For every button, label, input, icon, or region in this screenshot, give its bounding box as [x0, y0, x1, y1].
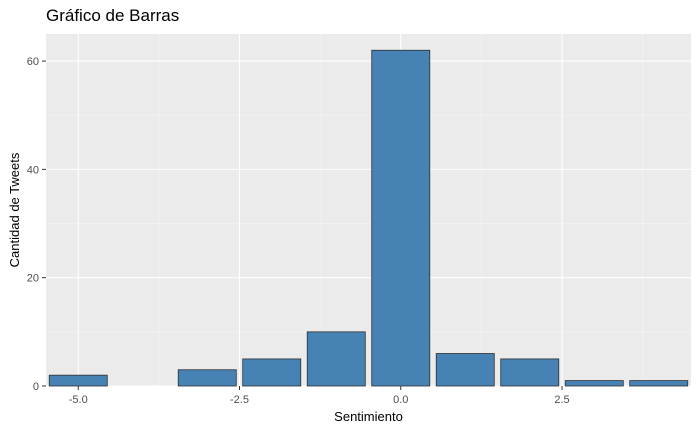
x-axis-ticks: -5.0 -2.5 0.0 2.5: [69, 386, 570, 406]
bar: [242, 358, 302, 387]
x-tick-label: 2.5: [554, 394, 569, 406]
bars: [48, 49, 689, 387]
chart-title: Gráfico de Barras: [46, 6, 180, 25]
x-tick-label: -5.0: [69, 394, 88, 406]
bar: [435, 353, 495, 387]
bar: [564, 380, 624, 387]
y-tick-label: 40: [27, 164, 39, 176]
y-tick-label: 60: [27, 56, 39, 68]
plot-panel: [46, 34, 691, 386]
bar: [500, 358, 560, 387]
bar: [48, 374, 108, 387]
y-axis-title: Cantidad de Tweets: [7, 152, 22, 267]
x-axis-title: Sentimiento: [334, 409, 403, 424]
y-tick-label: 20: [27, 273, 39, 285]
minor-gridlines: [46, 34, 691, 386]
x-tick-label: -2.5: [230, 394, 249, 406]
x-tick-label: 0.0: [393, 394, 408, 406]
y-tick-label: 0: [33, 381, 39, 393]
bar: [177, 369, 237, 387]
bar: [371, 49, 431, 387]
y-axis-ticks: 0 20 40 60: [27, 56, 46, 393]
bar: [629, 380, 689, 387]
bar: [306, 331, 366, 387]
